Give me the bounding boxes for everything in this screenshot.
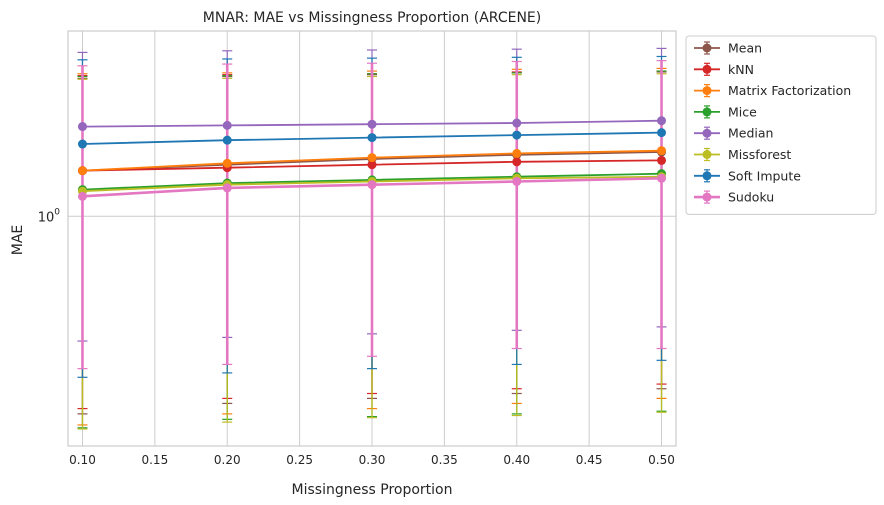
data-point [367,153,377,163]
data-point [77,139,87,149]
data-point [512,148,522,158]
x-tick-labels: 0.10 0.15 0.20 0.25 0.30 0.35 0.40 0.45 0.50 [69,453,675,467]
data-point [657,128,667,138]
y-tick-labels: 100 [38,207,61,225]
legend-label: kNN [728,62,754,77]
legend: Mean kNN Matrix Factorization Mice Median Mis… [685,35,877,215]
y-tick-label: 100 [38,207,61,225]
legend-label: Missforest [728,147,791,162]
x-tick-label: 0.20 [214,453,241,467]
data-point [657,116,667,126]
x-axis-label: Missingness Proportion [292,482,453,498]
x-tick-label: 0.25 [286,453,313,467]
data-point [657,173,667,183]
data-point [222,158,232,168]
data-point [657,146,667,156]
legend-marker [702,192,712,202]
series-points [77,116,667,201]
data-point [222,120,232,130]
legend-marker [702,107,712,117]
data-point [657,155,667,165]
data-point [367,160,377,170]
legend-label: Sudoku [728,190,774,205]
data-point [367,180,377,190]
x-tick-label: 0.35 [431,453,458,467]
data-point [222,183,232,193]
y-axis-label: MAE [10,225,26,256]
data-point [367,119,377,129]
x-tick-label: 0.45 [576,453,603,467]
chart-title: MNAR: MAE vs Missingness Proportion (ARC… [203,10,541,26]
legend-marker [702,86,712,96]
x-tick-label: 0.15 [141,453,168,467]
data-point [222,135,232,145]
x-tick-label: 0.10 [69,453,96,467]
legend-marker [702,43,712,53]
error-bars [77,47,667,430]
plot-frame [67,30,677,447]
x-tick-label: 0.50 [648,453,675,467]
legend-marker [702,150,712,159]
legend-label: Mice [728,104,757,119]
legend-label: Mean [728,41,762,56]
legend-marker [702,128,712,138]
data-point [512,118,522,128]
legend-box [685,35,877,215]
data-point [367,133,377,143]
legend-marker [702,64,712,74]
data-point [512,176,522,186]
data-point [512,130,522,140]
legend-label: Soft Impute [728,168,801,183]
x-tick-label: 0.40 [503,453,530,467]
x-tick-label: 0.30 [359,453,386,467]
legend-marker [702,171,712,181]
data-point [77,166,87,176]
data-point [512,157,522,167]
data-point [77,191,87,201]
legend-label: Matrix Factorization [728,83,851,98]
data-point [77,122,87,132]
legend-label: Median [728,126,773,141]
